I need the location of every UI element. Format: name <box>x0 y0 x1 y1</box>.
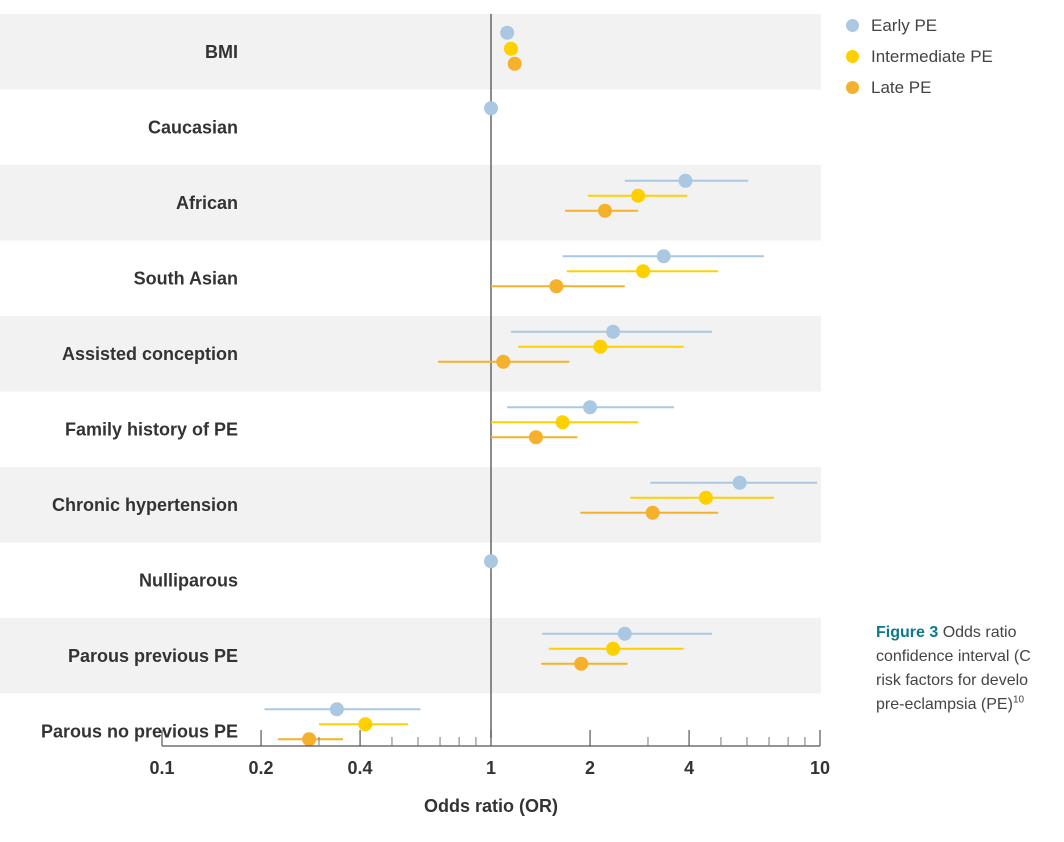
point-parous-previous-pe-late-pe <box>574 656 589 671</box>
legend-swatch-early-pe <box>846 19 859 32</box>
row-band-assisted-conception <box>0 316 821 392</box>
x-tick-label-0-4: 0.4 <box>348 758 373 778</box>
point-parous-no-previous-pe-intermediate-pe <box>358 717 373 732</box>
figure-caption: Figure 3 Odds ratio confidence interval … <box>876 621 1064 717</box>
point-chronic-hypertension-early-pe <box>732 475 747 490</box>
row-label-parous-previous-pe: Parous previous PE <box>68 646 238 666</box>
point-african-intermediate-pe <box>631 188 646 203</box>
legend-label-intermediate-pe: Intermediate PE <box>871 46 993 66</box>
x-tick-label-4: 4 <box>684 758 694 778</box>
row-label-nulliparous: Nulliparous <box>139 570 238 590</box>
row-label-chronic-hypertension: Chronic hypertension <box>52 495 238 515</box>
point-chronic-hypertension-intermediate-pe <box>698 490 713 505</box>
point-assisted-conception-intermediate-pe <box>593 339 608 354</box>
x-axis-title: Odds ratio (OR) <box>424 796 558 816</box>
figure-label: Figure 3 <box>876 624 939 641</box>
row-band-african <box>0 165 821 241</box>
data-marks <box>264 25 818 747</box>
row-label-parous-no-previous-pe: Parous no previous PE <box>41 721 238 741</box>
point-nulliparous-early-pe <box>484 554 498 569</box>
point-african-early-pe <box>678 173 693 188</box>
x-axis: 0.1 0.2 0.4 1 2 4 10 <box>149 730 830 778</box>
x-tick-label-0-1: 0.1 <box>149 758 174 778</box>
point-parous-previous-pe-intermediate-pe <box>606 641 621 656</box>
legend: Early PE Intermediate PE Late PE <box>846 10 993 103</box>
row-band-chronic-hypertension <box>0 467 821 543</box>
point-south-asian-late-pe <box>549 279 564 294</box>
legend-item-early-pe: Early PE <box>846 10 993 41</box>
point-parous-previous-pe-early-pe <box>617 626 632 641</box>
point-south-asian-early-pe <box>656 249 671 264</box>
row-band-parous-previous-pe <box>0 618 821 694</box>
row-label-bmi: BMI <box>205 42 238 62</box>
caption-text-line-1: Odds ratio <box>942 624 1017 641</box>
point-chronic-hypertension-late-pe <box>645 505 660 520</box>
x-tick-label-1: 1 <box>486 758 496 778</box>
x-tick-label-0-2: 0.2 <box>249 758 274 778</box>
x-tick-label-2: 2 <box>585 758 595 778</box>
legend-label-early-pe: Early PE <box>871 15 938 35</box>
point-family-history-of-pe-early-pe <box>583 400 598 415</box>
row-label-african: African <box>176 193 238 213</box>
point-bmi-intermediate-pe <box>503 41 518 56</box>
row-label-family-history-of-pe: Family history of PE <box>65 419 238 439</box>
x-tick-label-10: 10 <box>810 758 830 778</box>
legend-item-late-pe: Late PE <box>846 72 993 103</box>
caption-text-line-3: risk factors for develo <box>876 672 1029 689</box>
legend-item-intermediate-pe: Intermediate PE <box>846 41 993 72</box>
point-bmi-early-pe <box>500 25 515 40</box>
point-family-history-of-pe-intermediate-pe <box>555 415 570 430</box>
row-label-assisted-conception: Assisted conception <box>62 344 238 364</box>
point-caucasian-early-pe <box>484 101 498 116</box>
point-south-asian-intermediate-pe <box>636 264 651 279</box>
row-band-bmi <box>0 14 821 90</box>
row-label-caucasian: Caucasian <box>148 117 238 137</box>
caption-text-line-4: pre-eclampsia (PE) <box>876 696 1013 713</box>
legend-label-late-pe: Late PE <box>871 77 932 97</box>
row-label-south-asian: South Asian <box>134 268 238 288</box>
point-parous-no-previous-pe-early-pe <box>329 702 344 717</box>
caption-reference: 10 <box>1012 694 1025 706</box>
legend-swatch-late-pe <box>846 81 859 94</box>
point-assisted-conception-early-pe <box>606 324 621 339</box>
point-parous-no-previous-pe-late-pe <box>302 732 317 747</box>
point-family-history-of-pe-late-pe <box>528 430 543 445</box>
point-african-late-pe <box>597 203 612 218</box>
row-labels: BMI Caucasian African South Asian Assisted c… <box>41 42 238 742</box>
caption-text-line-2: confidence interval (C <box>876 648 1031 665</box>
point-bmi-late-pe <box>507 56 522 71</box>
legend-swatch-intermediate-pe <box>846 50 859 63</box>
point-assisted-conception-late-pe <box>496 354 511 369</box>
